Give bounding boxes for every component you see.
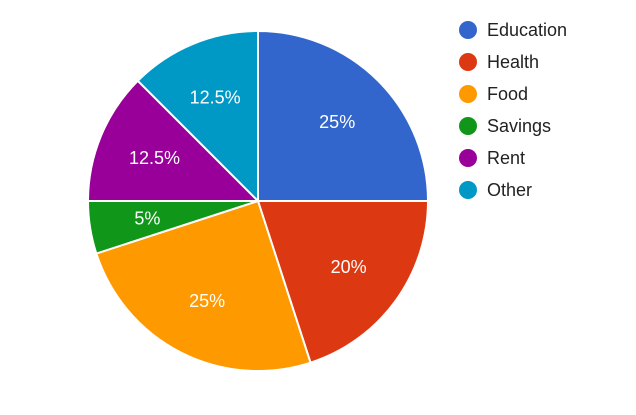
slice-label-other: 12.5%	[190, 88, 241, 108]
legend-label-savings: Savings	[487, 116, 551, 136]
pie-slice-health	[256, 200, 430, 364]
slice-label-rent: 12.5%	[129, 148, 180, 168]
slice-label-savings: 5%	[134, 209, 160, 229]
legend-marker-other	[459, 181, 477, 199]
pie-slice-other	[136, 29, 259, 204]
slice-label-health: 20%	[331, 257, 367, 277]
legend-label-rent: Rent	[487, 148, 525, 168]
legend-marker-food	[459, 85, 477, 103]
pie-slices	[86, 29, 430, 372]
legend-label-other: Other	[487, 180, 532, 200]
pie-percentage-labels: 25% 20% 25% 5% 12.5% 12.5%	[129, 88, 367, 311]
pie-slice-rent	[86, 79, 261, 202]
slice-label-food: 25%	[189, 291, 225, 311]
legend-label-health: Health	[487, 52, 539, 72]
slice-label-education: 25%	[319, 112, 355, 132]
legend: Education Health Food Savings Rent Other	[459, 20, 567, 200]
legend-marker-savings	[459, 117, 477, 135]
legend-label-education: Education	[487, 20, 567, 40]
legend-marker-education	[459, 21, 477, 39]
legend-marker-rent	[459, 149, 477, 167]
pie-slice-education	[257, 29, 430, 202]
legend-marker-health	[459, 53, 477, 71]
legend-label-food: Food	[487, 84, 528, 104]
pie-slice-food	[95, 199, 312, 372]
